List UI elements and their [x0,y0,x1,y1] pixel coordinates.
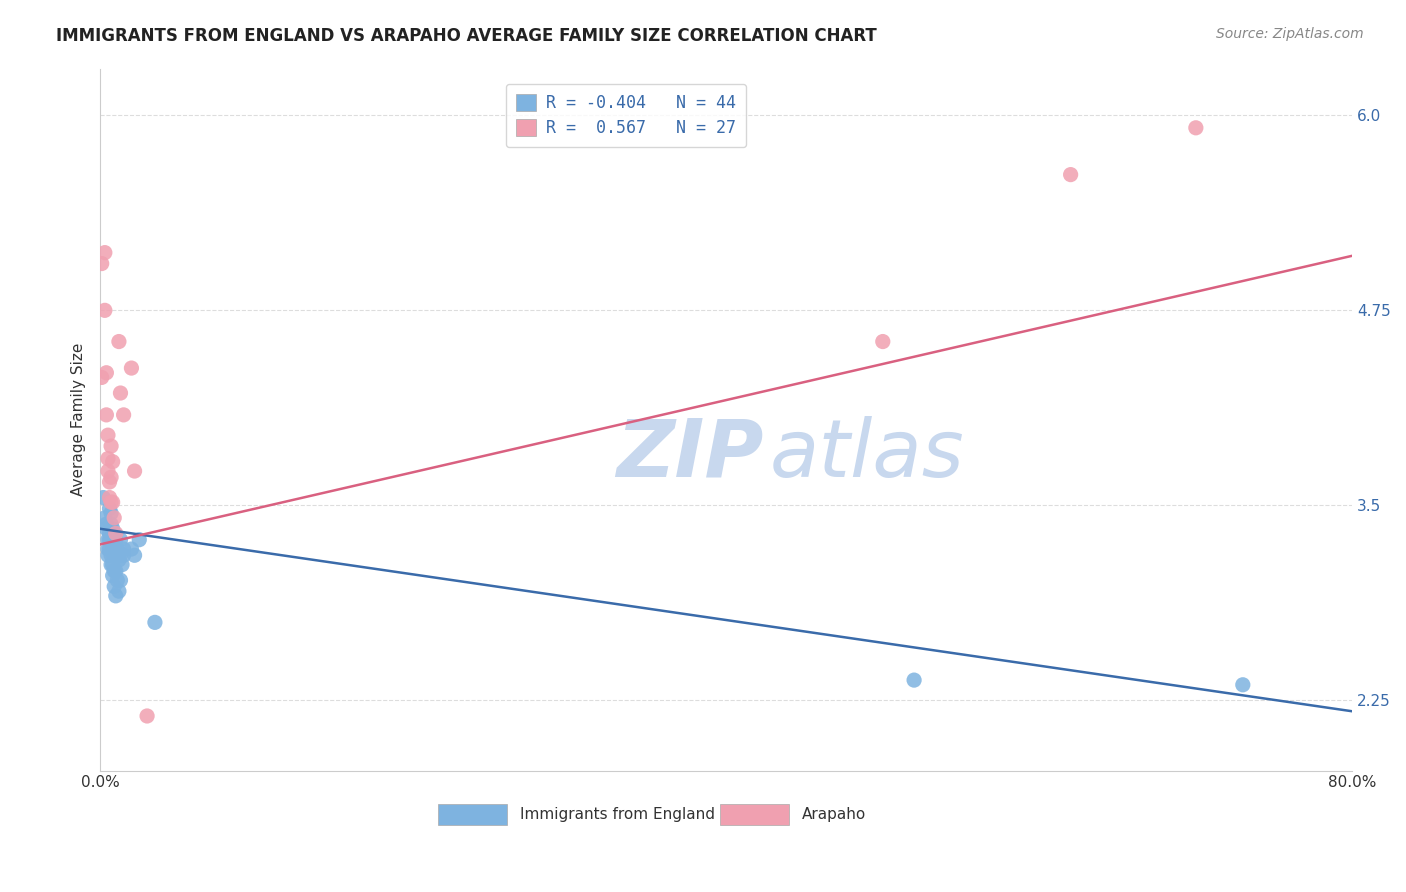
Point [143,615,166,630]
Point [100,470,122,484]
Text: Arapaho: Arapaho [801,806,866,822]
Point [111,558,134,572]
FancyBboxPatch shape [720,804,789,824]
Point [872,334,894,349]
Point [108,584,131,599]
Point [128,533,150,547]
Point [101,522,124,536]
Point [120,542,142,557]
Point [97,549,120,563]
Point [101,495,124,509]
Point [100,495,122,509]
Point [124,549,146,563]
Point [100,533,122,547]
Point [136,709,159,723]
Point [94,245,117,260]
Point [100,517,122,532]
Point [96,366,118,380]
Point [97,428,120,442]
Point [101,558,124,572]
Point [105,574,128,588]
Point [101,455,124,469]
Y-axis label: Average Family Size: Average Family Size [72,343,86,496]
Point [100,558,122,572]
Point [96,408,118,422]
Point [98,475,121,489]
Point [94,511,117,525]
Point [110,386,132,401]
Point [100,549,122,563]
Point [112,542,135,557]
Point [91,491,114,505]
Point [105,542,128,557]
Point [100,506,122,520]
Point [120,361,142,376]
Point [104,589,127,603]
Point [90,370,112,384]
Point [101,568,124,582]
Point [103,511,125,525]
Point [903,673,925,687]
Point [97,451,120,466]
Point [104,564,127,578]
Point [97,533,120,547]
Point [110,533,132,547]
Point [94,303,117,318]
Point [1185,120,1208,135]
Point [110,574,132,588]
Point [101,533,124,547]
Point [112,549,135,563]
Point [96,517,118,532]
Point [103,549,125,563]
Point [100,439,122,453]
Point [1059,168,1081,182]
Legend: R = -0.404   N = 44, R =  0.567   N = 27: R = -0.404 N = 44, R = 0.567 N = 27 [506,84,747,147]
Point [124,464,146,478]
Point [98,501,121,516]
Point [1232,678,1254,692]
Point [108,553,131,567]
Text: Source: ZipAtlas.com: Source: ZipAtlas.com [1216,27,1364,41]
Point [108,334,131,349]
Text: ZIP: ZIP [616,416,763,493]
FancyBboxPatch shape [439,804,508,824]
Point [97,464,120,478]
Point [96,522,118,536]
Text: IMMIGRANTS FROM ENGLAND VS ARAPAHO AVERAGE FAMILY SIZE CORRELATION CHART: IMMIGRANTS FROM ENGLAND VS ARAPAHO AVERA… [56,27,877,45]
Text: atlas: atlas [770,416,965,493]
Point [104,526,127,541]
Point [103,564,125,578]
Point [98,491,121,505]
Point [103,526,125,541]
Point [98,526,121,541]
Point [98,533,121,547]
Point [98,542,121,557]
Point [110,549,132,563]
Point [103,580,125,594]
Point [112,408,135,422]
Point [104,533,127,547]
Point [101,542,124,557]
Text: Immigrants from England: Immigrants from England [520,806,714,822]
Point [97,542,120,557]
Point [90,256,112,270]
